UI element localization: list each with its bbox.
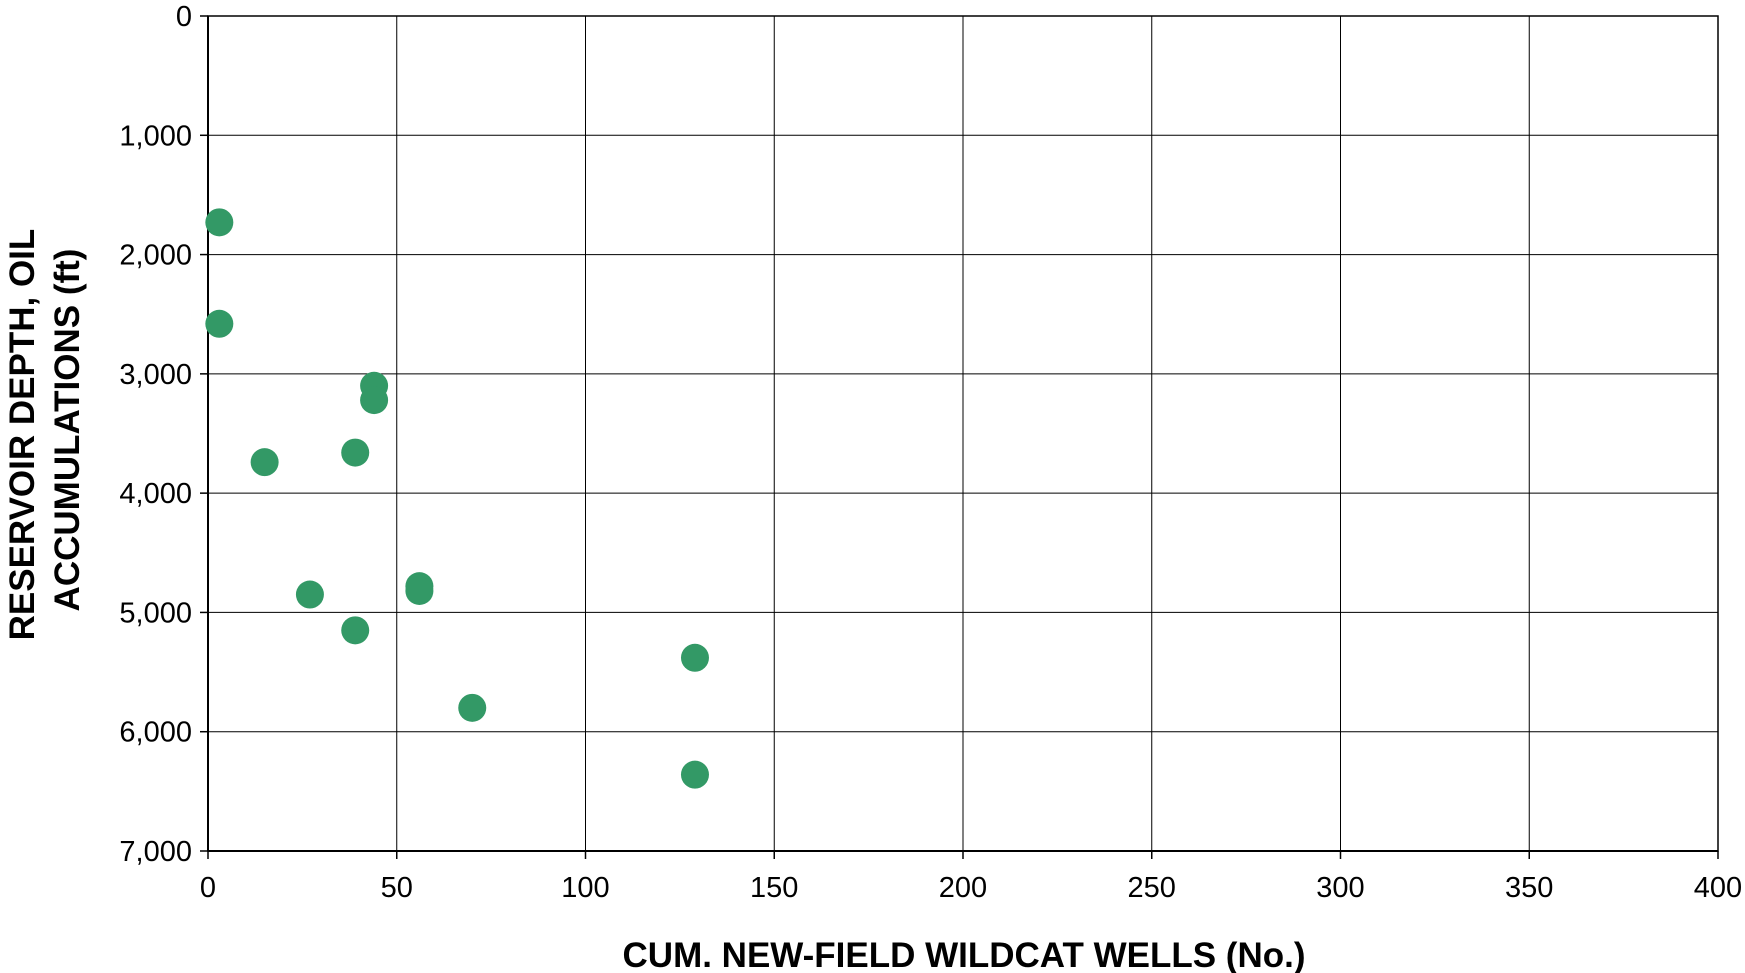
x-tick-label: 200 xyxy=(939,872,987,904)
y-axis-title-line-1: RESERVOIR DEPTH, OIL xyxy=(3,229,42,640)
y-tick-label: 6,000 xyxy=(119,717,192,749)
data-point xyxy=(360,386,389,415)
y-tick-label: 2,000 xyxy=(119,240,192,272)
y-axis-title: RESERVOIR DEPTH, OIL ACCUMULATIONS (ft) xyxy=(3,220,87,641)
x-tick-label: 400 xyxy=(1694,872,1742,904)
x-tick-label: 50 xyxy=(381,872,413,904)
data-point xyxy=(458,693,487,722)
x-tick-label: 350 xyxy=(1505,872,1553,904)
x-axis-title: CUM. NEW-FIELD WILDCAT WELLS (No.) xyxy=(623,936,1306,973)
data-point xyxy=(295,580,324,609)
data-point xyxy=(250,448,279,477)
y-tick-label: 1,000 xyxy=(119,120,192,152)
data-point xyxy=(341,616,370,645)
data-point xyxy=(405,576,434,605)
y-tick-label: 0 xyxy=(176,1,192,33)
x-tick-label: 300 xyxy=(1316,872,1364,904)
y-tick-label: 4,000 xyxy=(119,478,192,510)
x-tick-label: 100 xyxy=(561,872,609,904)
x-tick-label: 150 xyxy=(750,872,798,904)
y-tick-label: 5,000 xyxy=(119,597,192,629)
y-tick-label: 7,000 xyxy=(119,836,192,868)
data-point xyxy=(205,309,234,338)
data-point xyxy=(205,208,234,237)
x-tick-label: 250 xyxy=(1128,872,1176,904)
y-tick-labels: 0 1,000 2,000 3,000 4,000 5,000 6,000 7,000 xyxy=(119,1,192,868)
x-tick-label: 0 xyxy=(200,872,216,904)
data-point xyxy=(680,643,709,672)
axes xyxy=(200,15,1719,859)
y-tick-label: 3,000 xyxy=(119,359,192,391)
x-tick-labels: 0 50 100 150 200 250 300 350 400 xyxy=(200,872,1742,904)
data-point xyxy=(680,760,709,789)
data-point xyxy=(341,438,370,467)
y-axis-title-line-2: ACCUMULATIONS (ft) xyxy=(48,249,87,612)
data-points xyxy=(205,208,709,789)
